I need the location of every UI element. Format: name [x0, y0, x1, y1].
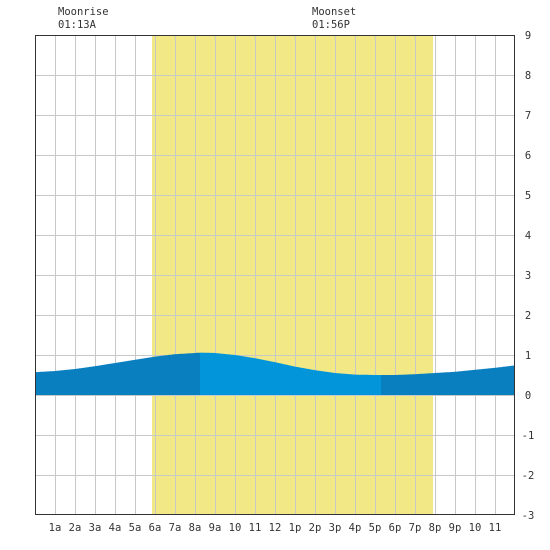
moonset-label: Moonset 01:56P: [312, 6, 356, 32]
tide-area-rising-1: [35, 352, 200, 395]
x-tick-label: 4p: [349, 522, 362, 534]
x-tick-label: 3p: [329, 522, 342, 534]
y-tick-label: 1: [525, 350, 531, 362]
moonset-time: 01:56P: [312, 19, 350, 31]
y-tick-label: -2: [522, 470, 535, 482]
tide-area-layer: [35, 352, 515, 395]
x-tick-label: 6a: [149, 522, 162, 534]
x-tick-label: 5a: [129, 522, 142, 534]
x-tick-label: 4a: [109, 522, 122, 534]
y-tick-label: 0: [525, 390, 531, 402]
x-tick-label: 7a: [169, 522, 182, 534]
tide-area-rising-3: [381, 365, 515, 395]
x-tick-label: 1p: [289, 522, 302, 534]
moonrise-time: 01:13A: [58, 19, 96, 31]
moonrise-label: Moonrise 01:13A: [58, 6, 109, 32]
tide-area-falling-2: [200, 352, 381, 395]
x-tick-label: 2a: [69, 522, 82, 534]
y-tick-label: 2: [525, 310, 531, 322]
moonrise-title: Moonrise: [58, 6, 109, 18]
x-tick-label: 11: [249, 522, 262, 534]
y-tick-label: 3: [525, 270, 531, 282]
moonset-title: Moonset: [312, 6, 357, 18]
x-tick-label: 12: [269, 522, 282, 534]
x-tick-label: 10: [469, 522, 482, 534]
y-tick-label: 4: [525, 230, 531, 242]
x-tick-label: 9p: [449, 522, 462, 534]
grid-layer: [35, 35, 515, 515]
x-tick-label: 11: [489, 522, 502, 534]
x-tick-label: 2p: [309, 522, 322, 534]
x-tick-label: 8a: [189, 522, 202, 534]
x-tick-label: 8p: [429, 522, 442, 534]
x-tick-label: 9a: [209, 522, 222, 534]
y-tick-label: 6: [525, 150, 531, 162]
y-tick-label: -3: [522, 510, 535, 522]
y-tick-label: 8: [525, 70, 531, 82]
plot-frame: [35, 35, 515, 515]
x-tick-label: 3a: [89, 522, 102, 534]
y-tick-label: -1: [522, 430, 535, 442]
x-tick-label: 6p: [389, 522, 402, 534]
y-tick-label: 9: [525, 30, 531, 42]
x-tick-label: 7p: [409, 522, 422, 534]
y-tick-label: 5: [525, 190, 531, 202]
tick-labels-layer: 1a 2a 3a 4a 5a 6a 7a 8a 9a 10 11 12 1p 2p 3p 4p 5p 6p 7p 8p…: [49, 30, 535, 534]
plot-frame-layer: [35, 35, 515, 515]
y-tick-label: 7: [525, 110, 531, 122]
x-tick-label: 1a: [49, 522, 62, 534]
x-tick-label: 10: [229, 522, 242, 534]
x-tick-label: 5p: [369, 522, 382, 534]
